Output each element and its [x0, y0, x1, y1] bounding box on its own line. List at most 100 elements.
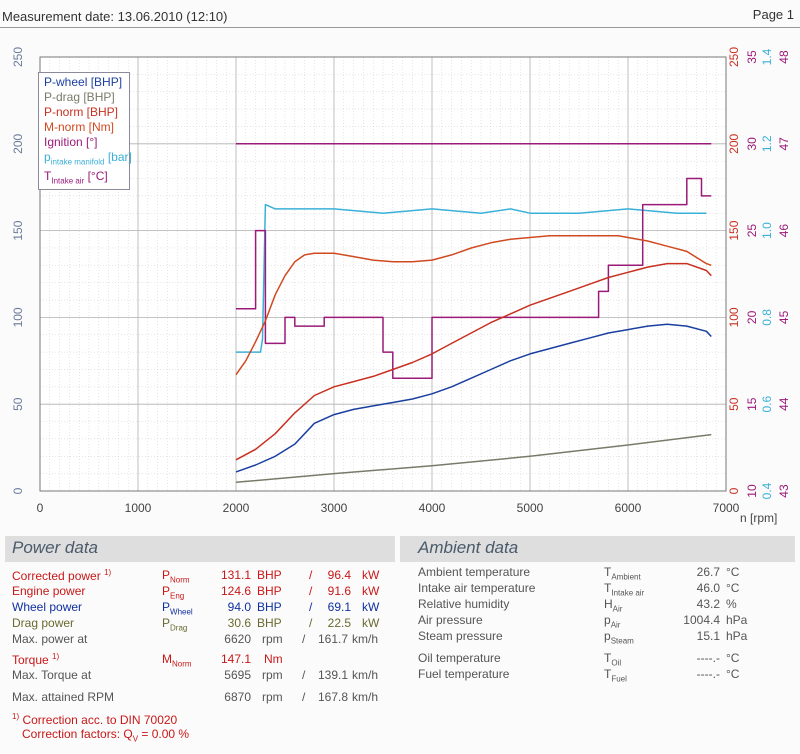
x-axis-label: n [rpm]	[740, 511, 777, 525]
engine-power-kw: 91.6	[327, 584, 351, 598]
engine-power-symbol: PEng	[162, 584, 185, 601]
right-axis-tick-label: 20	[745, 310, 759, 324]
header-divider	[0, 27, 800, 28]
right-axis-tick-label: 1.0	[760, 222, 774, 239]
footnote: 1) Correction acc. to DIN 70020	[12, 712, 178, 727]
legend-p-norm: P-norm [BHP]	[44, 105, 119, 119]
max-rpm-rpm-unit: rpm	[262, 690, 283, 704]
drag-power-bhp-unit: BHP	[257, 616, 282, 630]
p-norm-line	[235, 262, 712, 461]
max-rpm-label: Max. attained RPM	[12, 690, 115, 704]
y-tick-label: 100	[11, 307, 25, 327]
ambient-unit: hPa	[726, 629, 748, 643]
ambient-value: 26.7	[696, 565, 720, 579]
right-axis-tick-label: 50	[727, 397, 741, 411]
y-tick-label: 150	[11, 220, 25, 240]
ambient-symbol: TFuel	[604, 667, 627, 684]
max-power-rpm-unit: rpm	[262, 632, 283, 646]
ambient-symbol: TIntake air	[604, 581, 645, 598]
right-axis-tick-label: 35	[745, 50, 759, 64]
corrected-power-bhp-unit: BHP	[257, 568, 282, 582]
ambient-label: Oil temperature	[418, 651, 501, 665]
drag-power-kw-unit: kW	[362, 616, 380, 630]
right-axis-tick-label: 25	[745, 224, 759, 238]
torque-value: 147.1	[220, 652, 251, 666]
right-axis-tick-label: 47	[777, 137, 791, 151]
ambient-symbol: pAir	[604, 613, 621, 630]
x-tick-label: 2000	[223, 501, 250, 515]
ambient-value: 15.1	[696, 629, 720, 643]
right-axis-tick-label: 45	[777, 310, 791, 324]
max-power-rpm: 6620	[224, 632, 251, 646]
ambient-label: Steam pressure	[418, 629, 503, 643]
corrected-power-kw: 96.4	[327, 568, 351, 582]
engine-power-bhp: 124.6	[220, 584, 251, 598]
x-tick-label: 5000	[517, 501, 544, 515]
engine-power-bhp-unit: BHP	[257, 584, 282, 598]
max-torque-sep: /	[302, 668, 306, 682]
p-wheel-line	[235, 323, 712, 473]
ambient-symbol: TAmbient	[604, 565, 641, 582]
ambient-data-title: Ambient data	[418, 538, 519, 557]
ambient-value: 1004.4	[683, 613, 720, 627]
drag-power-kw: 22.5	[327, 616, 351, 630]
engine-power-label: Engine power	[12, 584, 86, 598]
ambient-label: Fuel temperature	[418, 667, 510, 681]
dyno-chart: 0 1000 2000 3000 4000 5000 6000 700005010015020…	[0, 40, 800, 530]
max-torque-rpm-unit: rpm	[262, 668, 283, 682]
legend-intake-pressure: pintake manifold [bar]	[44, 150, 132, 167]
max-power-sep: /	[302, 632, 306, 646]
right-axis-tick-label: 10	[745, 484, 759, 498]
corrected-power-kw-unit: kW	[362, 568, 380, 582]
ambient-label: Intake air temperature	[418, 581, 536, 595]
x-tick-label: 6000	[615, 501, 642, 515]
torque-unit: Nm	[264, 652, 283, 666]
max-rpm-kmh: 167.8	[317, 690, 348, 704]
intake-temp-line	[236, 177, 712, 379]
ambient-symbol: TOil	[604, 651, 622, 668]
ambient-value: 46.0	[696, 581, 720, 595]
max-torque-kmh-unit: km/h	[352, 668, 379, 682]
right-axis-tick-label: 0.6	[760, 396, 774, 413]
max-torque-rpm: 5695	[224, 668, 251, 682]
max-rpm-kmh-unit: km/h	[352, 690, 379, 704]
engine-power-sep: /	[309, 584, 313, 598]
ambient-value: ----.-	[696, 651, 720, 665]
power-data-header	[5, 536, 395, 562]
ambient-symbol: pSteam	[604, 629, 634, 646]
measurement-date: Measurement date: 13.06.2010 (12:10)	[2, 9, 228, 24]
ambient-unit: °C	[726, 651, 740, 665]
right-axis-tick-label: 30	[745, 137, 759, 151]
x-tick-label: 3000	[321, 501, 348, 515]
right-axis-tick-label: 46	[777, 224, 791, 238]
page-number: Page 1	[752, 7, 794, 22]
right-axis-tick-label: 250	[727, 47, 741, 67]
legend-p-wheel: P-wheel [BHP]	[44, 75, 123, 89]
legend-m-norm: M-norm [Nm]	[44, 120, 114, 134]
corrected-power-label: Corrected power 1)	[12, 568, 112, 583]
max-rpm-value: 6870	[224, 690, 251, 704]
wheel-power-kw-unit: kW	[362, 600, 380, 614]
x-tick-label: 0	[37, 501, 44, 515]
right-axis-tick-label: 150	[727, 220, 741, 240]
drag-power-sep: /	[309, 616, 313, 630]
legend-p-drag: P-drag [BHP]	[44, 90, 115, 104]
right-axis-tick-label: 43	[777, 484, 791, 498]
ambient-label: Relative humidity	[418, 597, 510, 611]
correction-factors: Correction factors: QV = 0.00 %	[22, 727, 190, 744]
ambient-label: Air pressure	[418, 613, 483, 627]
wheel-power-bhp-unit: BHP	[257, 600, 282, 614]
wheel-power-kw: 69.1	[327, 600, 351, 614]
ambient-unit: hPa	[726, 613, 748, 627]
corrected-power-sep: /	[309, 568, 313, 582]
right-axis-tick-label: 0.4	[760, 482, 774, 499]
right-axis-tick-label: 0.8	[760, 309, 774, 326]
right-axis-tick-label: 48	[777, 50, 791, 64]
ambient-unit: °C	[726, 667, 740, 681]
max-torque-kmh: 139.1	[317, 668, 348, 682]
right-axis-tick-label: 1.4	[760, 48, 774, 65]
drag-power-bhp: 30.6	[227, 616, 251, 630]
engine-power-kw-unit: kW	[362, 584, 380, 598]
torque-symbol: MNorm	[162, 652, 192, 669]
corrected-power-bhp: 131.1	[220, 568, 251, 582]
